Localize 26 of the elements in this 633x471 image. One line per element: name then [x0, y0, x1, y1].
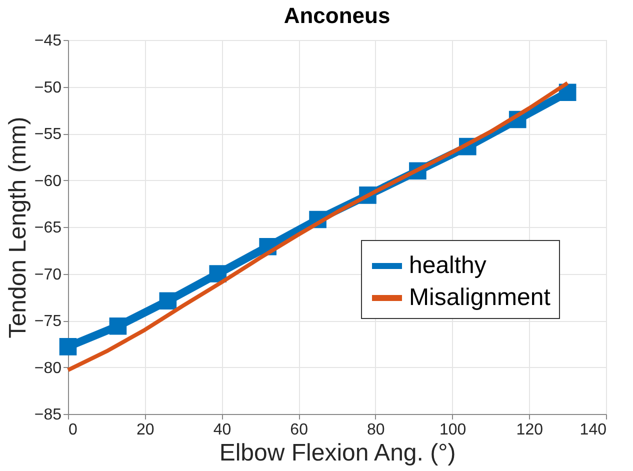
y-axis-title: Tendon Length (mm): [4, 116, 32, 338]
chart-title: Anconeus: [284, 3, 390, 28]
point: [209, 265, 227, 282]
x-tick-label: 80: [367, 422, 385, 438]
y-tick-label: −85: [34, 406, 62, 424]
y-tick-label: −65: [34, 220, 62, 236]
point: [109, 317, 127, 335]
y-tick-label: −55: [34, 126, 62, 143]
x-tick-label: 40: [213, 422, 232, 438]
legend-label: healthy: [409, 252, 486, 279]
point: [159, 292, 177, 310]
y-tick-label: −45: [34, 32, 62, 50]
x-tick-label: 120: [516, 422, 544, 438]
y-tick-label: −75: [34, 313, 62, 330]
x-tick-label: 60: [290, 422, 308, 438]
x-tick-label: 0: [68, 422, 78, 438]
x-axis-title: Elbow Flexion Ang. (°): [219, 440, 456, 466]
x-tick-label: 20: [136, 422, 154, 438]
y-tick-label: −50: [34, 79, 62, 96]
y-tick-label: −70: [34, 266, 62, 284]
y-tick-label: −60: [34, 172, 62, 190]
y-tick-label: −80: [34, 360, 62, 377]
point: [59, 338, 77, 356]
x-tick-label: 140: [580, 422, 607, 438]
x-tick-label: 100: [439, 422, 466, 438]
legend-label: Misalignment: [409, 284, 551, 311]
